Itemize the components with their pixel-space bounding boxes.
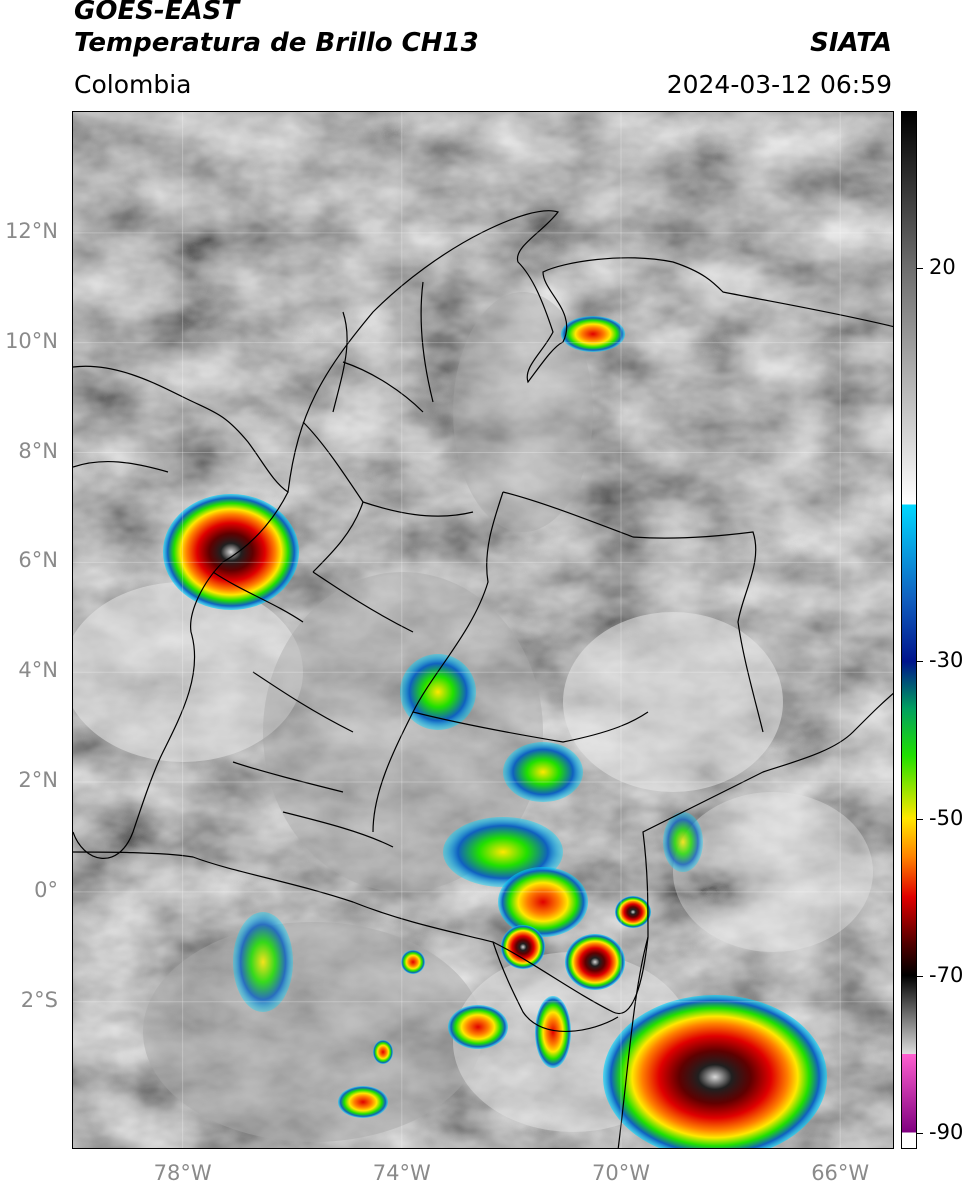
lat-tick-label: 2°S <box>20 987 58 1012</box>
colorbar-tick <box>917 268 923 270</box>
storm-cell-maracaibo <box>561 316 625 352</box>
colorbar-tick <box>917 818 923 820</box>
lat-tick-label: 6°N <box>18 548 58 573</box>
caribbean-coastline <box>73 210 893 494</box>
southern-borders <box>73 692 893 1015</box>
lon-tick-label: 78°W <box>153 1161 212 1185</box>
agency-label: SIATA <box>810 28 892 58</box>
lat-tick-label: 12°N <box>5 218 58 243</box>
satellite-map-canvas <box>73 112 893 1148</box>
high-cloud-areas <box>73 292 873 1142</box>
storm-cell-choco <box>163 494 299 610</box>
map-title-line1: GOES-EAST <box>74 0 240 26</box>
colorbar-tick-label: -70 <box>929 963 964 987</box>
lat-tick-label: 0° <box>34 877 58 902</box>
satellite-map <box>72 111 894 1149</box>
lat-tick-label: 2°N <box>18 768 58 793</box>
colorbar-tick-label: -50 <box>929 805 964 830</box>
colorbar-tick-label: -30 <box>929 648 964 673</box>
storm-cell-amazon <box>603 995 827 1148</box>
lat-tick-label: 4°N <box>18 658 58 683</box>
lon-tick-label: 70°W <box>592 1161 650 1185</box>
colorbar-tick <box>917 1133 923 1135</box>
coastlines-and-borders <box>73 210 893 1148</box>
pacific-coastline <box>73 491 289 859</box>
lat-tick-label: 10°N <box>5 328 58 353</box>
colorbar-tick-label: -90 <box>929 1120 964 1145</box>
lat-lon-grid <box>73 112 893 1148</box>
lon-tick-label: 66°W <box>811 1161 870 1185</box>
temperature-colorbar <box>901 111 917 1149</box>
colorbar-tick <box>917 976 923 977</box>
convective-cells <box>163 316 827 1148</box>
timestamp-label: 2024-03-12 06:59 <box>666 70 892 99</box>
region-label: Colombia <box>74 70 192 99</box>
lat-tick-label: 8°N <box>18 438 58 463</box>
lon-tick-label: 74°W <box>372 1161 431 1185</box>
colorbar-tick-label: 20 <box>929 255 956 280</box>
map-title-line2: Temperatura de Brillo CH13 <box>74 28 479 58</box>
venezuela-border <box>502 491 764 733</box>
colorbar-gradient <box>902 112 916 1148</box>
colorbar-tick <box>917 661 923 663</box>
